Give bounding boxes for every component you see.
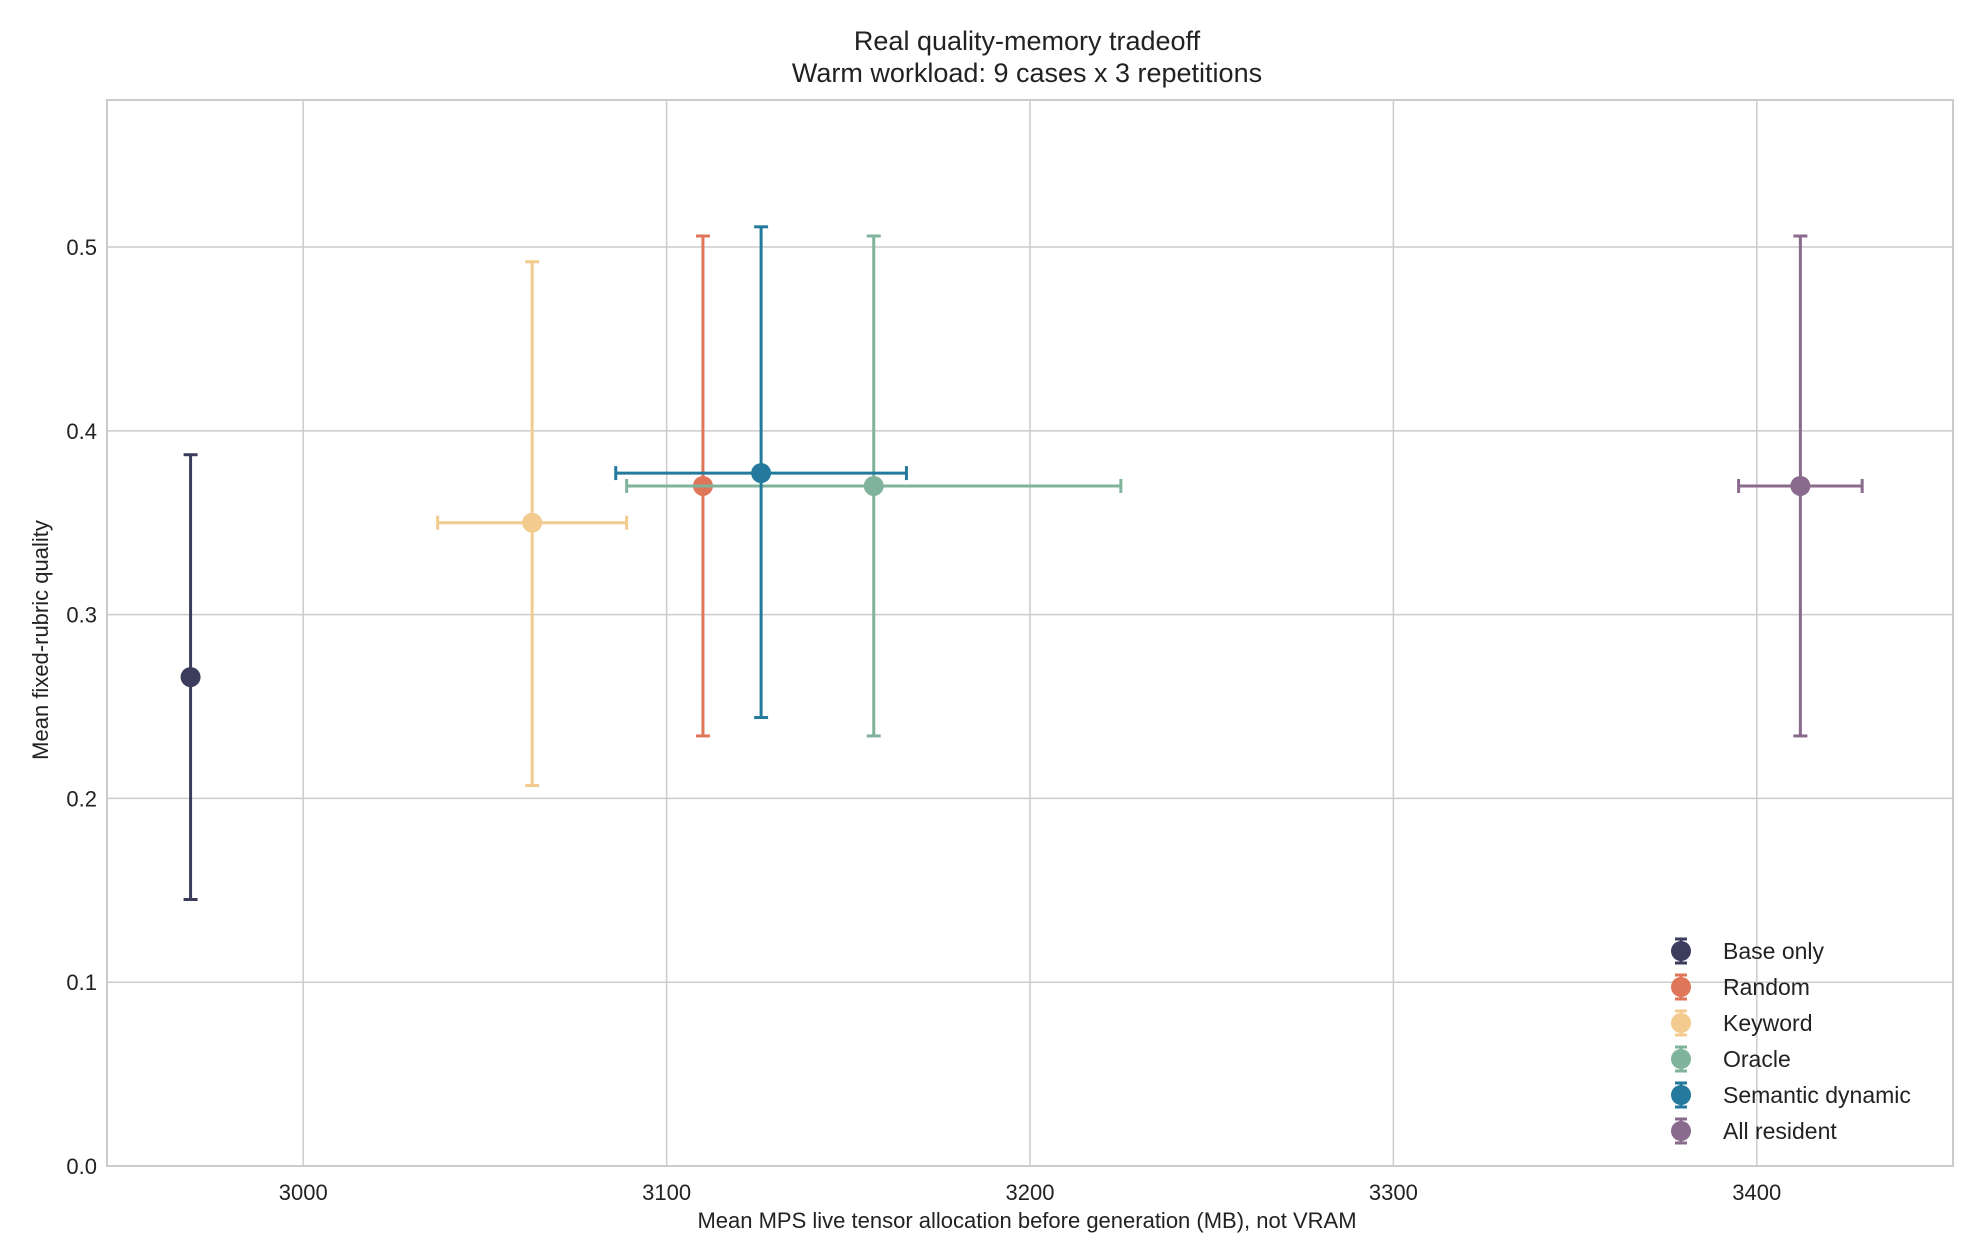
legend-item: All resident bbox=[1671, 1117, 1837, 1145]
legend-item: Keyword bbox=[1671, 1009, 1812, 1037]
x-axis-label: Mean MPS live tensor allocation before g… bbox=[697, 1208, 1356, 1233]
x-tick-label: 3400 bbox=[1732, 1180, 1781, 1205]
legend-marker bbox=[1671, 1085, 1691, 1105]
legend-label: Semantic dynamic bbox=[1723, 1082, 1911, 1108]
series-base-only bbox=[180, 453, 201, 901]
legend-item: Base only bbox=[1671, 937, 1825, 965]
legend-label: Random bbox=[1723, 974, 1810, 1000]
series-all-resident bbox=[1737, 234, 1864, 738]
legend: Base only Random Keyword Oracle Semantic dyn… bbox=[1671, 937, 1911, 1145]
data-point bbox=[1790, 475, 1811, 496]
legend-marker bbox=[1671, 1121, 1691, 1141]
series-keyword bbox=[436, 260, 629, 788]
y-axis-ticks: 0.0 0.1 0.2 0.3 0.4 0.5 bbox=[66, 235, 97, 1179]
legend-label: Base only bbox=[1723, 938, 1825, 964]
data-series bbox=[180, 225, 1864, 901]
data-point bbox=[863, 475, 884, 496]
legend-item: Oracle bbox=[1671, 1045, 1791, 1073]
y-tick-label: 0.3 bbox=[66, 603, 97, 628]
y-tick-label: 0.4 bbox=[66, 419, 97, 444]
x-tick-label: 3100 bbox=[642, 1180, 691, 1205]
x-tick-label: 3300 bbox=[1369, 1180, 1418, 1205]
grid bbox=[107, 100, 1953, 1167]
data-point bbox=[522, 512, 543, 533]
legend-item: Random bbox=[1671, 973, 1810, 1001]
legend-marker bbox=[1671, 977, 1691, 997]
legend-label: All resident bbox=[1723, 1118, 1837, 1144]
series-semantic-dynamic bbox=[614, 225, 908, 720]
x-tick-label: 3200 bbox=[1006, 1180, 1055, 1205]
y-tick-label: 0.0 bbox=[66, 1154, 97, 1179]
x-axis-ticks: 3000 3100 3200 3300 3400 bbox=[279, 1180, 1781, 1205]
data-point bbox=[180, 667, 201, 688]
y-tick-label: 0.5 bbox=[66, 235, 97, 260]
data-point bbox=[751, 463, 772, 484]
y-axis-label: Mean fixed-rubric quality bbox=[28, 520, 53, 760]
legend-item: Semantic dynamic bbox=[1671, 1081, 1911, 1109]
series-oracle bbox=[625, 234, 1123, 738]
legend-label: Keyword bbox=[1723, 1010, 1812, 1036]
y-tick-label: 0.1 bbox=[66, 970, 97, 995]
legend-label: Oracle bbox=[1723, 1046, 1791, 1072]
y-tick-label: 0.2 bbox=[66, 786, 97, 811]
x-tick-label: 3000 bbox=[279, 1180, 328, 1205]
legend-marker bbox=[1671, 941, 1691, 961]
legend-marker bbox=[1671, 1049, 1691, 1069]
chart-title: Real quality-memory tradeoff bbox=[854, 26, 1201, 56]
chart-subtitle: Warm workload: 9 cases x 3 repetitions bbox=[792, 58, 1262, 88]
legend-marker bbox=[1671, 1013, 1691, 1033]
plot-frame bbox=[106, 99, 1954, 1167]
